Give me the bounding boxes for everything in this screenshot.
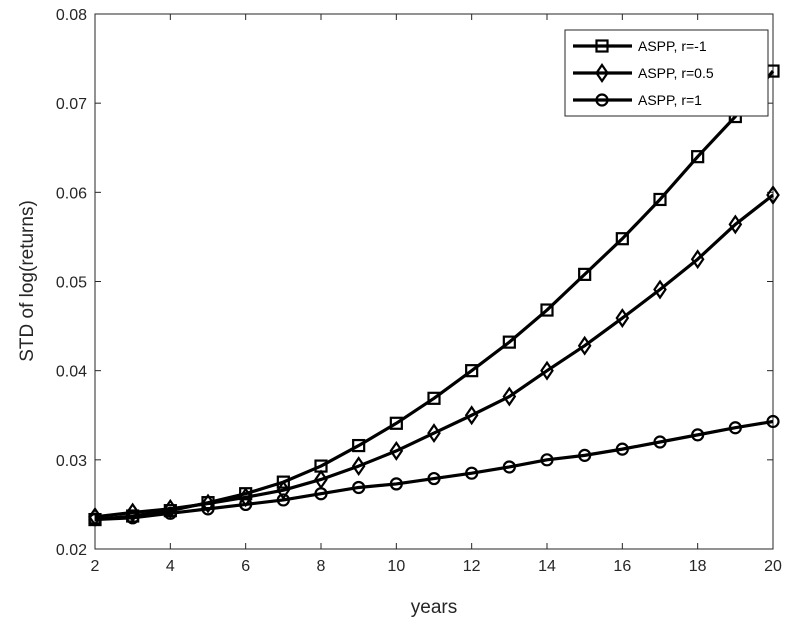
data-point-circle bbox=[653, 435, 667, 449]
data-point-circle bbox=[352, 480, 366, 495]
legend-label: ASPP, r=-1 bbox=[638, 38, 707, 54]
y-tick-label: 0.07 bbox=[56, 96, 87, 113]
data-point-circle bbox=[615, 442, 629, 456]
data-point-diamond bbox=[427, 423, 441, 444]
data-point-square bbox=[578, 267, 592, 281]
y-tick-label: 0.05 bbox=[56, 275, 87, 292]
data-point-circle bbox=[276, 493, 290, 507]
y-tick-label: 0.06 bbox=[56, 185, 87, 202]
data-point-diamond bbox=[540, 360, 554, 381]
data-point-diamond bbox=[125, 502, 140, 523]
legend: ASPP, r=-1 ASPP, r=0.5 ASPP, r=1 bbox=[564, 29, 769, 117]
x-tick-label: 20 bbox=[764, 558, 782, 575]
data-point-diamond bbox=[577, 335, 592, 356]
data-point-circle bbox=[766, 414, 780, 429]
y-tick-label: 0.03 bbox=[56, 453, 87, 470]
x-tick-label: 8 bbox=[317, 558, 326, 575]
data-point-square bbox=[276, 475, 290, 489]
data-point-square bbox=[653, 192, 667, 207]
legend-marker-diamond bbox=[595, 63, 609, 83]
x-tick-label: 18 bbox=[689, 558, 707, 575]
data-point-circle bbox=[578, 448, 592, 462]
x-tick-label: 14 bbox=[538, 558, 556, 575]
series-line bbox=[94, 419, 774, 522]
data-point-circle bbox=[201, 502, 215, 516]
data-point-circle bbox=[691, 428, 705, 442]
y-tick-label: 0.02 bbox=[56, 542, 87, 559]
data-point-diamond bbox=[351, 456, 366, 477]
x-tick-label: 12 bbox=[463, 558, 481, 575]
data-point-circle bbox=[163, 506, 177, 520]
data-point-circle bbox=[126, 511, 140, 525]
legend-label: ASPP, r=1 bbox=[638, 92, 702, 108]
data-point-circle bbox=[389, 477, 403, 491]
x-tick-label: 4 bbox=[166, 558, 175, 575]
data-point-diamond bbox=[276, 480, 291, 501]
series-circle bbox=[88, 414, 780, 527]
data-point-diamond bbox=[653, 279, 667, 300]
data-point-circle bbox=[88, 512, 102, 527]
data-point-circle bbox=[427, 471, 441, 486]
y-tick-label: 0.04 bbox=[56, 364, 87, 381]
data-point-circle bbox=[465, 466, 479, 480]
data-point-square bbox=[389, 416, 403, 430]
data-point-diamond bbox=[201, 493, 215, 514]
data-point-diamond bbox=[766, 185, 780, 205]
data-point-circle bbox=[239, 497, 253, 512]
data-point-circle bbox=[502, 460, 516, 474]
data-point-square bbox=[502, 335, 516, 349]
legend-marker-square bbox=[595, 39, 609, 53]
x-tick-label: 10 bbox=[387, 558, 405, 575]
axes: 2 4 6 8 10 12 14 16 18 20 0.02 0.03 0.04 0.05 0.06 0.07… bbox=[56, 7, 782, 575]
data-point-diamond bbox=[163, 498, 178, 519]
legend-label: ASPP, r=0.5 bbox=[638, 65, 714, 81]
data-point-circle bbox=[314, 487, 328, 501]
data-point-diamond bbox=[502, 386, 517, 407]
x-tick-label: 16 bbox=[613, 558, 631, 575]
x-tick-label: 2 bbox=[91, 558, 100, 575]
y-tick-label: 0.08 bbox=[56, 7, 87, 24]
data-point-diamond bbox=[728, 214, 743, 235]
data-point-circle bbox=[540, 453, 554, 467]
y-axis-title: STD of log(returns) bbox=[17, 200, 38, 362]
data-point-diamond bbox=[690, 249, 705, 270]
data-point-square bbox=[352, 438, 366, 453]
data-point-square bbox=[540, 303, 554, 317]
data-point-square bbox=[615, 232, 629, 246]
data-point-square bbox=[465, 364, 479, 378]
x-axis-title: years bbox=[411, 597, 457, 618]
data-point-diamond bbox=[389, 440, 404, 461]
data-point-square bbox=[691, 150, 705, 164]
data-point-circle bbox=[728, 421, 742, 435]
data-point-square bbox=[427, 391, 441, 405]
data-point-diamond bbox=[464, 405, 479, 426]
legend-marker-circle bbox=[595, 93, 609, 107]
x-tick-label: 6 bbox=[241, 558, 250, 575]
series-layer bbox=[88, 64, 780, 527]
data-point-diamond bbox=[615, 308, 630, 328]
